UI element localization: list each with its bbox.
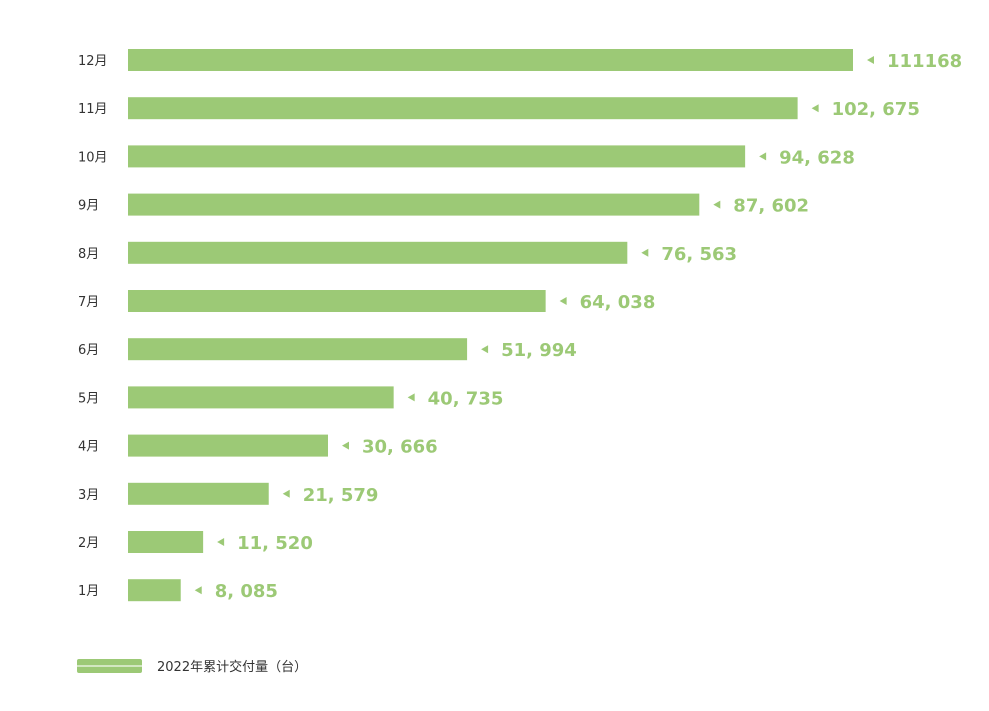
- bar: [128, 97, 798, 120]
- bar: [128, 434, 328, 457]
- category-label: 3月: [78, 488, 99, 503]
- value-label: 102, 675: [832, 99, 920, 120]
- category-label: 10月: [78, 150, 108, 165]
- category-label: 9月: [78, 199, 99, 214]
- category-label: 4月: [78, 440, 99, 455]
- bar: [128, 579, 181, 602]
- pointer-triangle-icon: [867, 56, 874, 64]
- value-label: 94, 628: [779, 147, 855, 168]
- bar: [128, 49, 853, 71]
- bar-row: 10月 94, 628: [78, 145, 855, 168]
- bar: [128, 338, 468, 361]
- bar-row: 11月 102, 675: [78, 97, 920, 120]
- category-label: 11月: [78, 102, 108, 117]
- pointer-triangle-icon: [559, 297, 567, 305]
- category-label: 8月: [78, 247, 99, 262]
- category-label: 5月: [78, 391, 99, 406]
- category-label: 6月: [78, 343, 99, 358]
- pointer-triangle-icon: [407, 393, 415, 402]
- pointer-triangle-icon: [217, 538, 225, 546]
- value-label: 51, 994: [501, 340, 577, 361]
- legend-label: 2022年累计交付量（台）: [157, 659, 307, 675]
- legend-logo-stripe: [77, 665, 142, 667]
- bar-row: 4月 30, 666: [78, 434, 438, 458]
- value-label: 64, 038: [580, 292, 656, 313]
- pointer-triangle-icon: [811, 104, 819, 113]
- value-label: 30, 666: [362, 437, 438, 458]
- bar: [128, 145, 746, 168]
- bar: [128, 241, 628, 264]
- legend-logo: [77, 659, 142, 673]
- bar-row: 5月 40, 735: [78, 386, 503, 409]
- bar: [128, 482, 269, 505]
- bar-row: 2月 11, 520: [78, 531, 313, 554]
- bar-row: 1月 8, 085: [78, 579, 278, 602]
- value-label: 111168: [887, 51, 962, 72]
- bar: [128, 386, 394, 409]
- value-label: 21, 579: [303, 485, 379, 506]
- pointer-triangle-icon: [641, 248, 649, 257]
- bar: [128, 531, 204, 553]
- value-label: 8, 085: [215, 581, 278, 602]
- legend: 2022年累计交付量（台）: [77, 659, 307, 675]
- bar-row: 6月 51, 994: [78, 338, 577, 361]
- category-label: 1月: [78, 584, 99, 599]
- pointer-triangle-icon: [481, 345, 489, 354]
- bar-row: 9月 87, 602: [78, 193, 809, 217]
- bar: [128, 290, 546, 312]
- pointer-triangle-icon: [282, 489, 290, 498]
- value-label: 40, 735: [428, 388, 504, 409]
- value-label: 11, 520: [237, 533, 313, 554]
- bar: [128, 193, 700, 216]
- pointer-triangle-icon: [759, 152, 767, 161]
- value-label: 87, 602: [733, 196, 809, 217]
- category-label: 7月: [78, 295, 99, 310]
- pointer-triangle-icon: [713, 200, 721, 209]
- bar-row: 12月 111168: [78, 49, 962, 72]
- bar-row: 8月 76, 563: [78, 241, 737, 265]
- pointer-triangle-icon: [194, 586, 202, 595]
- pointer-triangle-icon: [341, 441, 349, 450]
- bar-row: 3月 21, 579: [78, 482, 379, 506]
- bars-layer: 12月 111168 11月 102, 675 10月 94, 628 9月 87, 602 8…: [78, 49, 962, 602]
- category-label: 12月: [78, 54, 108, 69]
- category-label: 2月: [78, 536, 99, 551]
- value-label: 76, 563: [661, 244, 737, 265]
- bar-row: 7月 64, 038: [78, 290, 655, 313]
